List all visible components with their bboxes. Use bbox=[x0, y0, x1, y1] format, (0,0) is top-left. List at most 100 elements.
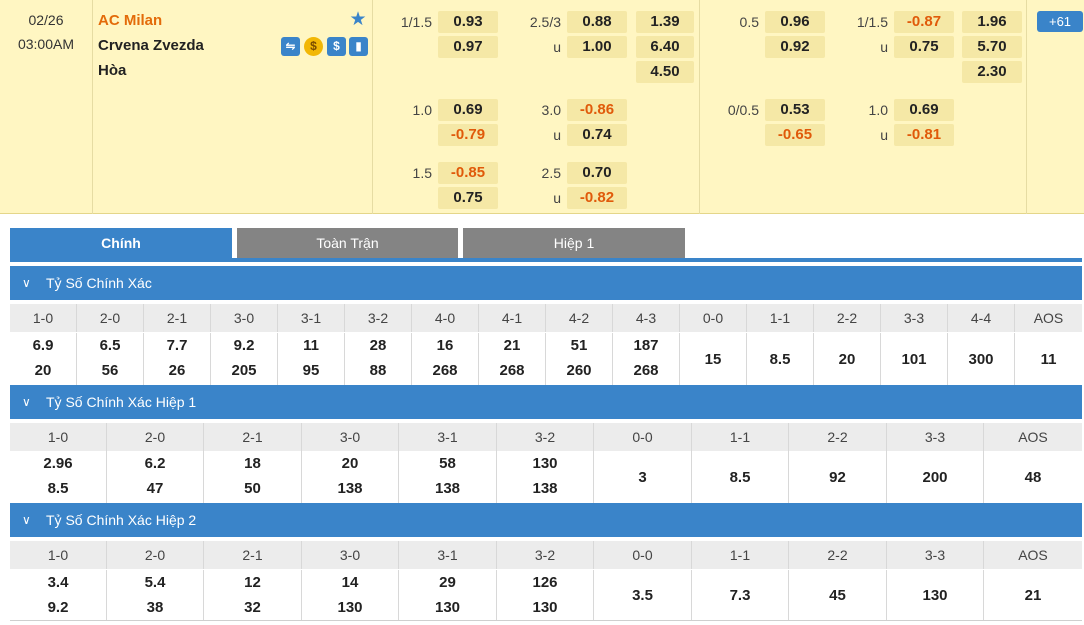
h1-under-odds[interactable]: 0.75 bbox=[894, 36, 954, 58]
ft-under-odds[interactable]: 0.74 bbox=[567, 124, 627, 146]
ft-handicap-away-odds[interactable]: 0.97 bbox=[438, 36, 498, 58]
score-odds-away[interactable]: 268 bbox=[633, 362, 659, 379]
score-odds[interactable]: 8.5 bbox=[769, 350, 791, 368]
score-odds-cell[interactable]: 8.5 bbox=[747, 333, 814, 385]
score-odds-home[interactable]: 6.9 bbox=[32, 337, 54, 354]
section-header[interactable]: ∨ Tỷ Số Chính Xác Hiệp 1 bbox=[10, 385, 1082, 419]
score-odds-home[interactable]: 21 bbox=[503, 337, 521, 354]
score-odds-cell[interactable]: 187 268 bbox=[613, 333, 680, 385]
score-odds[interactable]: 101 bbox=[901, 350, 927, 368]
score-odds-cell[interactable]: 7.3 bbox=[692, 570, 789, 620]
home-team[interactable]: AC Milan bbox=[98, 12, 163, 29]
score-odds[interactable]: 92 bbox=[829, 468, 846, 486]
score-odds-cell[interactable]: 101 bbox=[881, 333, 948, 385]
score-odds-cell[interactable]: 92 bbox=[789, 451, 887, 503]
h1-1x2-away[interactable]: 5.70 bbox=[962, 36, 1022, 58]
score-odds-cell[interactable]: 11 bbox=[1015, 333, 1082, 385]
score-odds-home[interactable]: 7.7 bbox=[166, 337, 188, 354]
section-header[interactable]: ∨ Tỷ Số Chính Xác Hiệp 2 bbox=[10, 503, 1082, 537]
score-odds-away[interactable]: 138 bbox=[337, 480, 363, 497]
ft-over-odds[interactable]: 0.88 bbox=[567, 11, 627, 33]
score-odds-away[interactable]: 32 bbox=[244, 599, 261, 616]
score-odds-cell[interactable]: 29 130 bbox=[399, 570, 497, 620]
ft-handicap-away-odds[interactable]: 0.75 bbox=[438, 187, 498, 209]
score-odds-cell[interactable]: 9.2 205 bbox=[211, 333, 278, 385]
score-odds-home[interactable]: 12 bbox=[244, 574, 261, 591]
ft-over-odds[interactable]: 0.70 bbox=[567, 162, 627, 184]
tab-main[interactable]: Chính bbox=[10, 228, 232, 258]
score-odds-home[interactable]: 51 bbox=[570, 337, 588, 354]
score-odds-home[interactable]: 3.4 bbox=[47, 574, 69, 591]
score-odds-cell[interactable]: 5.4 38 bbox=[107, 570, 204, 620]
score-odds-cell[interactable]: 20 138 bbox=[302, 451, 399, 503]
h1-over-odds[interactable]: -0.87 bbox=[894, 11, 954, 33]
score-odds-cell[interactable]: 2.96 8.5 bbox=[10, 451, 107, 503]
h1-handicap-home-odds[interactable]: 0.96 bbox=[765, 11, 825, 33]
score-odds-home[interactable]: 9.2 bbox=[233, 337, 255, 354]
score-odds-away[interactable]: 47 bbox=[146, 480, 164, 497]
score-odds-cell[interactable]: 130 bbox=[887, 570, 984, 620]
h1-over-odds[interactable]: 0.69 bbox=[894, 99, 954, 121]
score-odds-home[interactable]: 20 bbox=[341, 455, 359, 472]
score-odds[interactable]: 45 bbox=[829, 586, 846, 604]
score-odds-cell[interactable]: 11 95 bbox=[278, 333, 345, 385]
chevron-down-icon[interactable]: ∨ bbox=[22, 395, 31, 409]
ft-over-odds[interactable]: -0.86 bbox=[567, 99, 627, 121]
score-odds-cell[interactable]: 58 138 bbox=[399, 451, 497, 503]
score-odds-away[interactable]: 130 bbox=[532, 599, 558, 616]
h1-handicap-away-odds[interactable]: -0.65 bbox=[765, 124, 825, 146]
score-odds[interactable]: 3.5 bbox=[632, 586, 653, 604]
score-odds-cell[interactable]: 3 bbox=[594, 451, 692, 503]
score-odds-away[interactable]: 268 bbox=[499, 362, 525, 379]
score-odds[interactable]: 300 bbox=[968, 350, 994, 368]
ft-handicap-away-odds[interactable]: -0.79 bbox=[438, 124, 498, 146]
score-odds[interactable]: 200 bbox=[922, 468, 948, 486]
score-odds-cell[interactable]: 7.7 26 bbox=[144, 333, 211, 385]
score-odds-cell[interactable]: 130 138 bbox=[497, 451, 594, 503]
score-odds-cell[interactable]: 20 bbox=[814, 333, 881, 385]
score-odds-cell[interactable]: 45 bbox=[789, 570, 887, 620]
tab-first-half[interactable]: Hiệp 1 bbox=[463, 228, 685, 258]
score-odds-home[interactable]: 130 bbox=[532, 455, 558, 472]
score-odds-away[interactable]: 56 bbox=[101, 362, 119, 379]
ft-handicap-home-odds[interactable]: -0.85 bbox=[438, 162, 498, 184]
score-odds-home[interactable]: 14 bbox=[341, 574, 359, 591]
score-odds-cell[interactable]: 15 bbox=[680, 333, 747, 385]
ft-1x2-draw[interactable]: 4.50 bbox=[636, 61, 694, 83]
score-odds-away[interactable]: 9.2 bbox=[47, 599, 69, 616]
score-odds-home[interactable]: 2.96 bbox=[43, 455, 73, 472]
score-odds-cell[interactable]: 3.4 9.2 bbox=[10, 570, 107, 620]
ft-1x2-away[interactable]: 6.40 bbox=[636, 36, 694, 58]
dollar-icon[interactable]: $ bbox=[327, 37, 346, 56]
score-odds-cell[interactable]: 21 bbox=[984, 570, 1082, 620]
score-odds-cell[interactable]: 200 bbox=[887, 451, 984, 503]
score-odds-away[interactable]: 50 bbox=[244, 480, 261, 497]
score-odds-home[interactable]: 58 bbox=[439, 455, 456, 472]
score-odds[interactable]: 130 bbox=[922, 586, 948, 604]
score-odds[interactable]: 11 bbox=[1040, 350, 1057, 368]
score-odds-cell[interactable]: 6.9 20 bbox=[10, 333, 77, 385]
stats-icon[interactable]: ▮ bbox=[349, 37, 368, 56]
h1-handicap-home-odds[interactable]: 0.53 bbox=[765, 99, 825, 121]
score-odds-away[interactable]: 260 bbox=[566, 362, 592, 379]
score-odds[interactable]: 48 bbox=[1024, 468, 1042, 486]
live-stream-icon[interactable]: ⇋ bbox=[281, 37, 300, 56]
score-odds[interactable]: 8.5 bbox=[729, 468, 751, 486]
h1-under-odds[interactable]: -0.81 bbox=[894, 124, 954, 146]
score-odds-home[interactable]: 5.4 bbox=[144, 574, 166, 591]
ft-under-odds[interactable]: 1.00 bbox=[567, 36, 627, 58]
score-odds-cell[interactable]: 51 260 bbox=[546, 333, 613, 385]
score-odds-away[interactable]: 8.5 bbox=[47, 480, 69, 497]
score-odds-away[interactable]: 138 bbox=[434, 480, 461, 497]
score-odds[interactable]: 3 bbox=[638, 468, 647, 486]
score-odds-home[interactable]: 126 bbox=[532, 574, 558, 591]
score-odds-cell[interactable]: 28 88 bbox=[345, 333, 412, 385]
favorite-star-icon[interactable]: ★ bbox=[349, 9, 367, 30]
score-odds[interactable]: 20 bbox=[838, 350, 856, 368]
score-odds-away[interactable]: 205 bbox=[231, 362, 257, 379]
score-odds-away[interactable]: 138 bbox=[532, 480, 558, 497]
section-header[interactable]: ∨ Tỷ Số Chính Xác bbox=[10, 266, 1082, 300]
score-odds[interactable]: 15 bbox=[704, 350, 722, 368]
ft-handicap-home-odds[interactable]: 0.93 bbox=[438, 11, 498, 33]
score-odds-away[interactable]: 95 bbox=[302, 362, 320, 379]
